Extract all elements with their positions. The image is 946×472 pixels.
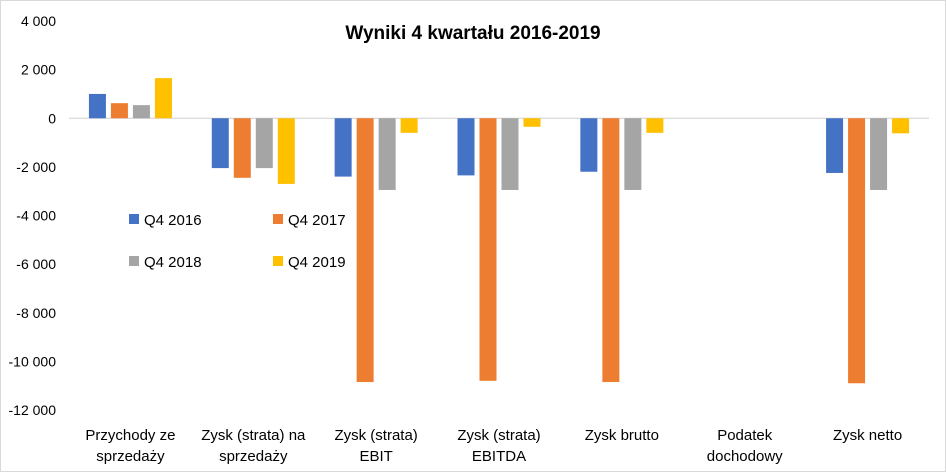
y-axis: 4 000 2 000 0 -2 000 -4 000 -6 000 -8 000 -10 0… xyxy=(9,13,57,418)
bars xyxy=(88,78,910,384)
y-tick-label: 0 xyxy=(48,110,56,126)
x-category-label: sprzedaży xyxy=(96,448,165,465)
legend-label: Q4 2017 xyxy=(288,212,346,229)
bar xyxy=(870,118,888,190)
x-category-label: Zysk netto xyxy=(833,427,902,444)
bar xyxy=(646,118,664,133)
x-category-label: Zysk brutto xyxy=(585,427,659,444)
legend-label: Q4 2016 xyxy=(144,212,202,229)
x-category-label: EBIT xyxy=(359,448,392,465)
bar xyxy=(523,118,541,127)
legend-label: Q4 2019 xyxy=(288,254,346,271)
bar xyxy=(277,118,295,184)
legend-swatch xyxy=(273,214,283,224)
y-tick-label: -8 000 xyxy=(16,305,56,321)
y-tick-label: -12 000 xyxy=(9,402,57,418)
x-category-label: sprzedaży xyxy=(219,448,288,465)
legend-swatch xyxy=(273,256,283,266)
bar xyxy=(211,118,229,169)
x-category-label: Zysk (strata) na xyxy=(201,427,306,444)
bar xyxy=(848,118,866,384)
bar xyxy=(457,118,475,176)
x-category-label: dochodowy xyxy=(707,448,783,465)
bar xyxy=(501,118,519,190)
bar xyxy=(356,118,374,383)
x-category-label: Podatek xyxy=(717,427,773,444)
y-tick-label: -4 000 xyxy=(16,208,56,224)
x-category-label: EBITDA xyxy=(472,448,526,465)
bar xyxy=(334,118,352,177)
x-category-label: Zysk (strata) xyxy=(457,427,540,444)
bar xyxy=(400,118,418,133)
y-tick-label: 2 000 xyxy=(21,62,56,78)
bar xyxy=(892,118,910,134)
legend-label: Q4 2018 xyxy=(144,254,202,271)
x-category-label: Zysk (strata) xyxy=(334,427,417,444)
y-tick-label: -2 000 xyxy=(16,159,56,175)
y-tick-label: 4 000 xyxy=(21,13,56,29)
bar xyxy=(154,78,172,119)
x-category-label: Przychody ze xyxy=(85,427,175,444)
bar xyxy=(233,118,251,178)
bar xyxy=(580,118,598,172)
bar xyxy=(110,103,128,119)
bar xyxy=(602,118,620,383)
y-tick-label: -6 000 xyxy=(16,256,56,272)
legend-swatch xyxy=(129,256,139,266)
bar xyxy=(88,93,106,119)
bar xyxy=(378,118,396,190)
legend: Q4 2016 Q4 2017 Q4 2018 Q4 2019 xyxy=(129,212,346,271)
chart-title: Wyniki 4 kwartału 2016-2019 xyxy=(345,23,600,44)
x-axis-labels: Przychody ze sprzedaży Zysk (strata) na spr… xyxy=(85,427,902,465)
bar xyxy=(479,118,497,381)
bar xyxy=(132,105,150,119)
legend-swatch xyxy=(129,214,139,224)
bar xyxy=(255,118,273,169)
y-tick-label: -10 000 xyxy=(9,353,57,369)
bar xyxy=(624,118,642,190)
bar xyxy=(826,118,844,173)
